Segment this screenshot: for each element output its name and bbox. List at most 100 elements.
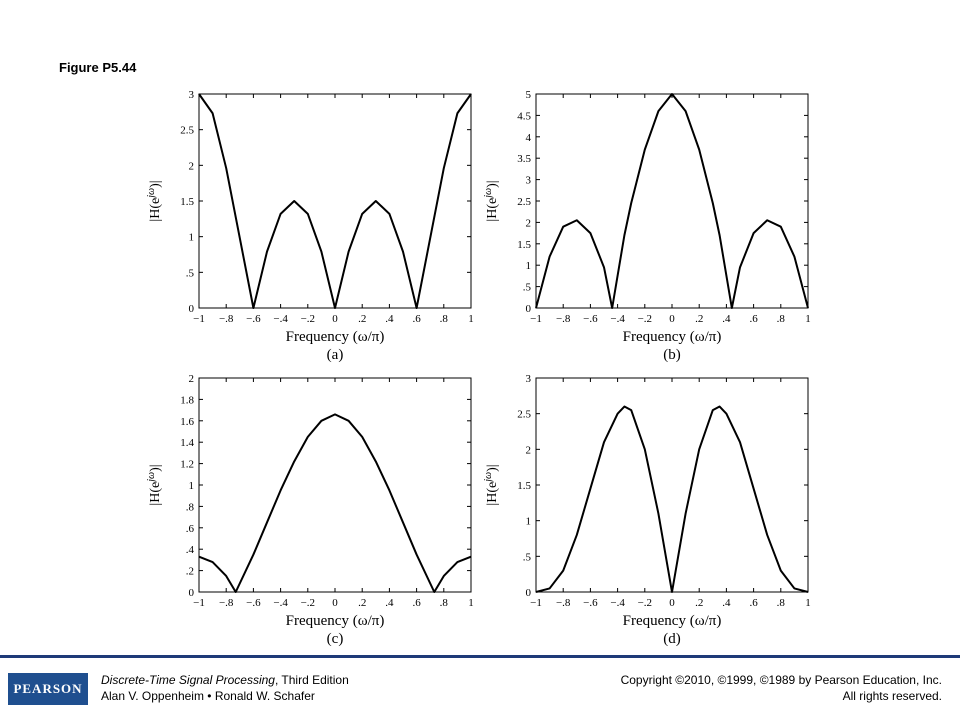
- panel-c-xtick-label: .2: [358, 597, 366, 609]
- panel-a-xtick-label: 1: [468, 313, 474, 325]
- panel-c-ytick-label: 1: [189, 480, 195, 492]
- panel-d-ytick-label: 0: [526, 587, 532, 599]
- panel-a-magnitude-line: [198, 93, 472, 309]
- panel-a-xtick-label: −1: [193, 313, 205, 325]
- panel-d-ytick-label: 2.5: [517, 409, 531, 421]
- panel-b-magnitude-line: [535, 93, 809, 309]
- panel-a-ytick-label: 0: [189, 303, 195, 315]
- panel-a-ytick-label: .5: [186, 267, 195, 279]
- panel-b-ytick-label: 1: [526, 260, 532, 272]
- panel-b-frame: [535, 93, 809, 309]
- panel-a-ytick-label: 2.5: [180, 125, 194, 137]
- panel-b-xtick-label: 1: [805, 313, 811, 325]
- panel-d-panel-label: (d): [663, 631, 681, 647]
- panel-d-ytick-label: 1: [526, 516, 532, 528]
- panel-a-ytick-label: 3: [189, 89, 195, 101]
- panel-b-xtick-label: 0: [669, 313, 675, 325]
- book-edition: , Third Edition: [274, 673, 349, 687]
- panel-c-ytick-label: 1.4: [180, 437, 194, 449]
- panel-d-xtick-label: −.6: [583, 597, 598, 609]
- panel-d-ytick-label: 3: [526, 373, 532, 385]
- panel-c-ytick-label: 2: [189, 373, 195, 385]
- panel-b-xtick-label: .4: [722, 313, 731, 325]
- panel-b-xtick-label: −.6: [583, 313, 598, 325]
- panel-c-ytick-label: .8: [186, 501, 195, 513]
- panel-b-ytick-label: 5: [526, 89, 532, 101]
- panel-c-xtick-label: −.8: [219, 597, 234, 609]
- panel-a-xtick-label: 0: [332, 313, 338, 325]
- panel-d-xtick-label: .6: [749, 597, 758, 609]
- panel-c-xtick-label: 1: [468, 597, 474, 609]
- panel-a-ytick-label: 2: [189, 160, 195, 172]
- panel-b-ytick-label: 2.5: [517, 196, 531, 208]
- panel-d-magnitude-line: [535, 405, 809, 593]
- book-citation: Discrete-Time Signal Processing, Third E…: [101, 673, 349, 687]
- panel-d-xtick-label: −.4: [610, 597, 625, 609]
- panel-d-xtick-label: 1: [805, 597, 811, 609]
- panel-d-ytick-label: 1.5: [517, 480, 531, 492]
- panel-c-ytick-label: 1.8: [180, 394, 194, 406]
- panel-c-xtick-label: .8: [440, 597, 449, 609]
- figure-plots: −1 −.8 −.6 −.4 −.2 0.2.4.6.8 10.511.522.53Freq…: [146, 89, 811, 647]
- panel-c-ytick-label: 0: [189, 587, 195, 599]
- figure-title: Figure P5.44: [59, 60, 137, 75]
- panel-d-xlabel: Frequency (ω/π): [623, 613, 722, 629]
- panel-a-xtick-label: .6: [412, 313, 421, 325]
- panel-a-ytick-label: 1.5: [180, 196, 194, 208]
- panel-c-frame: [198, 377, 472, 593]
- panel-c-ylabel: |H(ejω)|: [146, 464, 163, 505]
- panel-d-xtick-label: .2: [695, 597, 703, 609]
- panel-c-xlabel: Frequency (ω/π): [286, 613, 385, 629]
- panel-b-xtick-label: −.8: [556, 313, 571, 325]
- panel-b-ytick-label: 4.5: [517, 110, 531, 122]
- panel-a-xtick-label: −.2: [301, 313, 315, 325]
- panel-b-xtick-label: .6: [749, 313, 758, 325]
- panel-a-xtick-label: .4: [385, 313, 394, 325]
- panel-b-xtick-label: −.4: [610, 313, 625, 325]
- panel-a-xtick-label: −.8: [219, 313, 234, 325]
- panel-d-xtick-label: −.8: [556, 597, 571, 609]
- panel-b-ytick-label: 2: [526, 217, 532, 229]
- panel-b-xtick-label: −1: [530, 313, 542, 325]
- panel-b-xtick-label: .8: [777, 313, 786, 325]
- panel-c-xtick-label: −1: [193, 597, 205, 609]
- panel-c-magnitude-line: [198, 413, 472, 593]
- panel-a-xtick-label: .2: [358, 313, 366, 325]
- panel-d-xtick-label: .8: [777, 597, 786, 609]
- panel-b-xtick-label: −.2: [638, 313, 652, 325]
- panel-d-frame: [535, 377, 809, 593]
- panel-b-ytick-label: 3: [526, 175, 532, 187]
- panel-d-ylabel: |H(ejω)|: [483, 464, 500, 505]
- book-title: Discrete-Time Signal Processing: [101, 673, 275, 687]
- panel-c-ytick-label: .2: [186, 566, 194, 578]
- panel-b-panel-label: (b): [663, 347, 681, 363]
- panel-c-xtick-label: −.6: [246, 597, 261, 609]
- panel-a-xtick-label: .8: [440, 313, 449, 325]
- rights-text: All rights reserved.: [842, 689, 942, 703]
- panel-a-panel-label: (a): [327, 347, 344, 363]
- panel-b-xtick-label: .2: [695, 313, 703, 325]
- footer-rule: [0, 655, 960, 658]
- panel-a-ytick-label: 1: [189, 232, 195, 244]
- panel-b-ytick-label: 3.5: [517, 153, 531, 165]
- panel-a-ylabel: |H(ejω)|: [146, 180, 163, 221]
- panel-b-xlabel: Frequency (ω/π): [623, 329, 722, 345]
- panel-d-xtick-label: 0: [669, 597, 675, 609]
- panel-c-xtick-label: 0: [332, 597, 338, 609]
- panel-b-ytick-label: .5: [523, 282, 532, 294]
- panel-b-ytick-label: 1.5: [517, 239, 531, 251]
- panel-d-xtick-label: .4: [722, 597, 731, 609]
- panel-a-xtick-label: −.4: [273, 313, 288, 325]
- panel-d-xtick-label: −1: [530, 597, 542, 609]
- panel-c-ytick-label: .4: [186, 544, 195, 556]
- pearson-logo: PEARSON: [8, 673, 88, 705]
- panel-a-xlabel: Frequency (ω/π): [286, 329, 385, 345]
- panel-b-ytick-label: 4: [526, 132, 532, 144]
- panel-a-xtick-label: −.6: [246, 313, 261, 325]
- copyright-text: Copyright ©2010, ©1999, ©1989 by Pearson…: [620, 673, 942, 687]
- panel-a-frame: [198, 93, 472, 309]
- panel-c-xtick-label: .4: [385, 597, 394, 609]
- panel-d-ytick-label: 2: [526, 444, 532, 456]
- panel-c-xtick-label: −.4: [273, 597, 288, 609]
- panel-c-ytick-label: 1.2: [180, 459, 194, 471]
